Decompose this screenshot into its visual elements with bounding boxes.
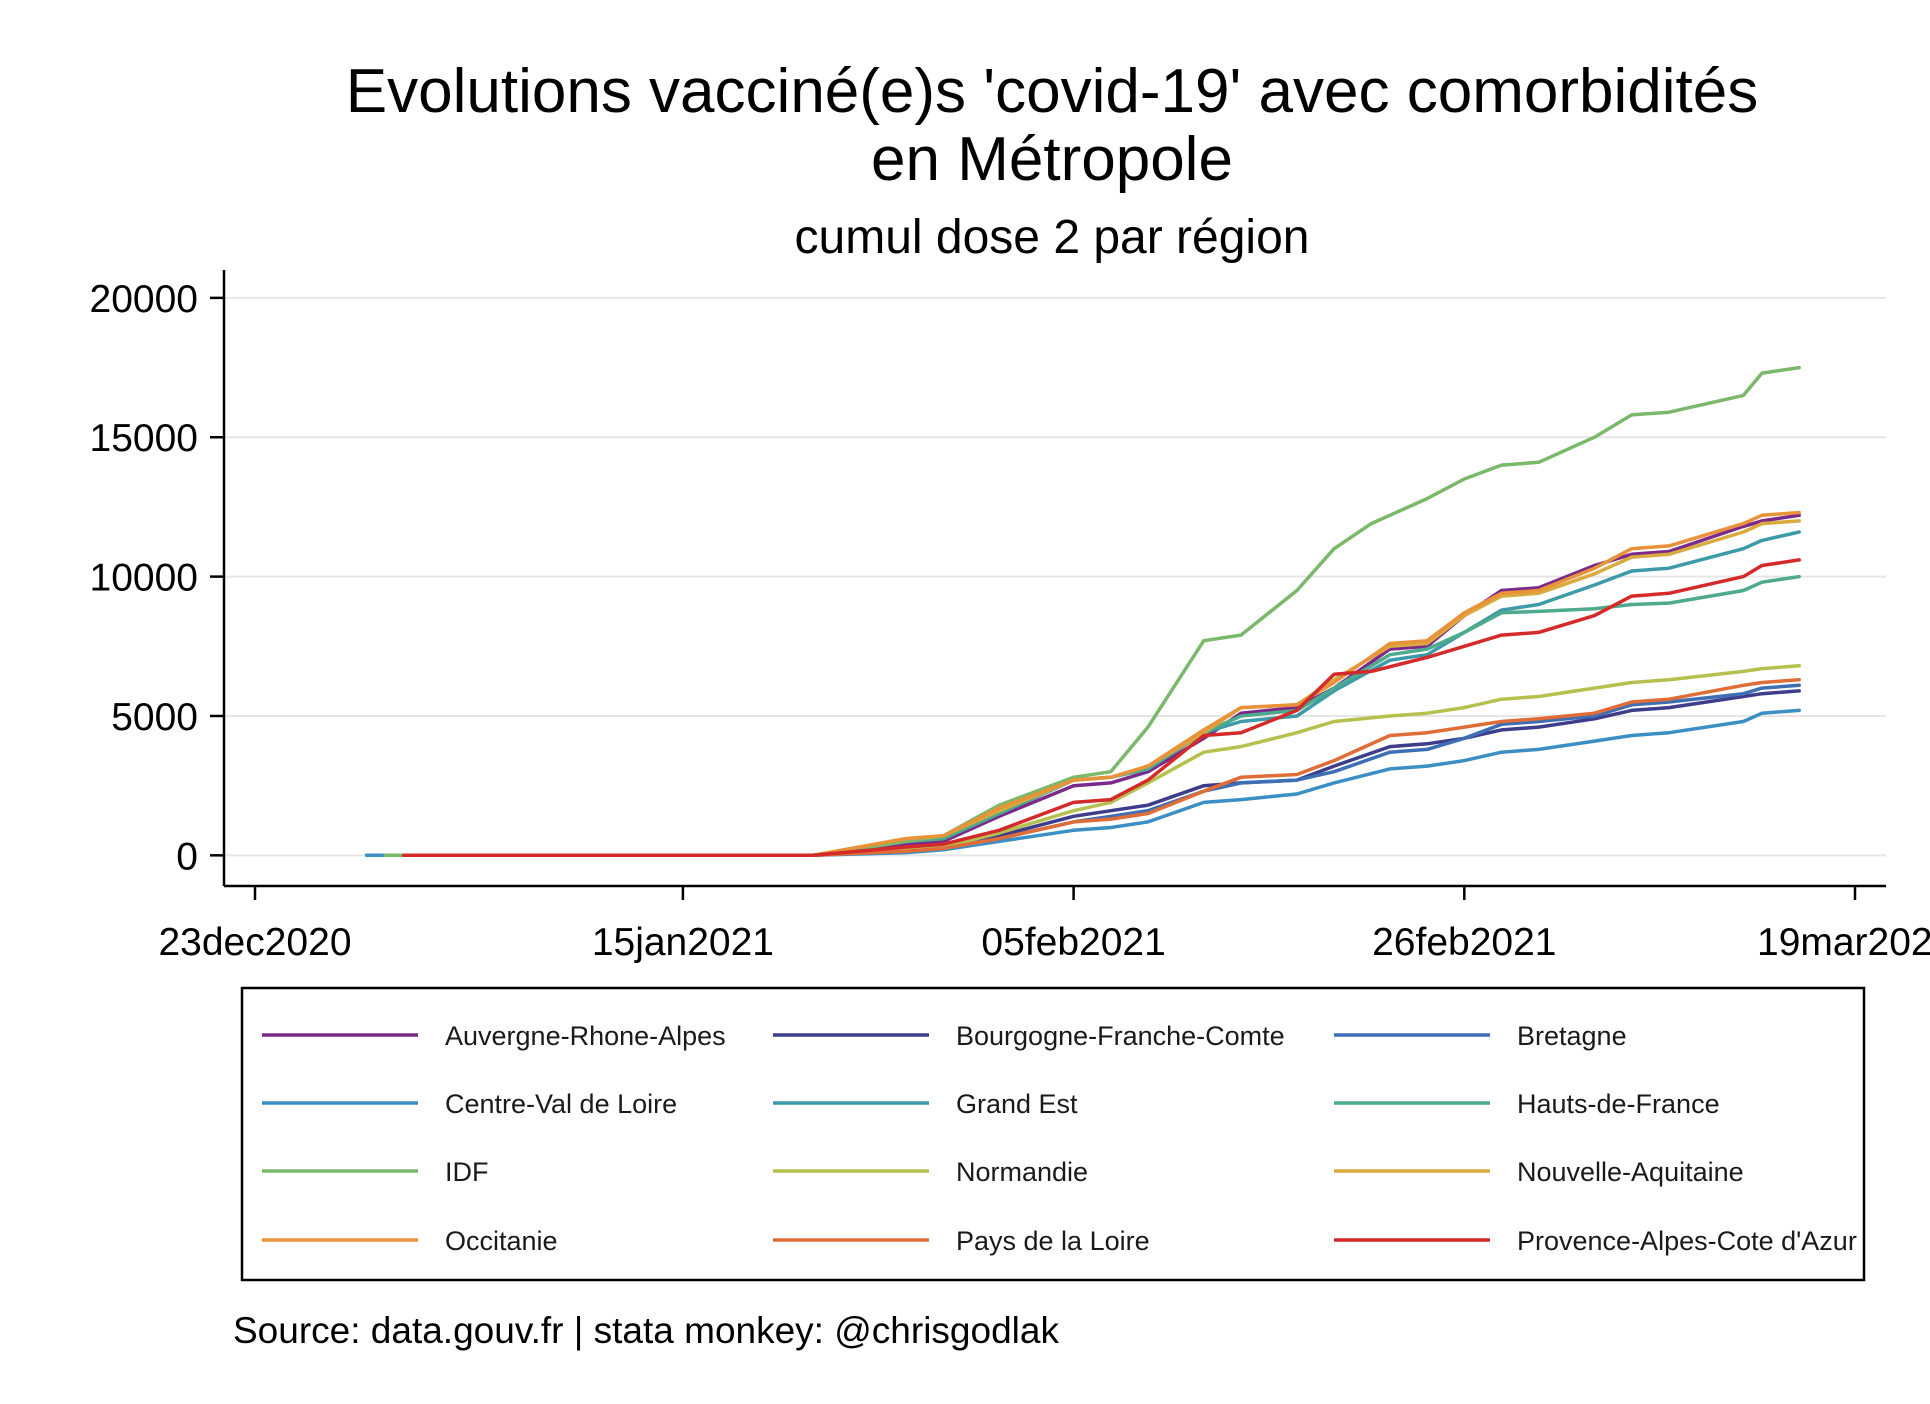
- y-tick-label: 15000: [90, 417, 198, 460]
- legend-label: Occitanie: [445, 1226, 558, 1256]
- series-line: [364, 708, 1801, 858]
- y-tick-label: 20000: [90, 278, 198, 321]
- legend-label: Bourgogne-Franche-Comte: [956, 1021, 1285, 1051]
- legend-label: Centre-Val de Loire: [445, 1089, 677, 1119]
- x-tick-label: 19mar2021: [1757, 921, 1930, 964]
- legend-label: IDF: [445, 1157, 489, 1187]
- legend-label: Provence-Alpes-Cote d'Azur: [1517, 1226, 1857, 1256]
- series-line: [383, 574, 1801, 858]
- legend-label: Auvergne-Rhone-Alpes: [445, 1021, 726, 1051]
- x-tick-label: 26feb2021: [1372, 921, 1556, 964]
- series-line: [402, 510, 1801, 858]
- chart-title-line-2: en Métropole: [871, 125, 1233, 194]
- series-line: [402, 677, 1801, 858]
- legend-label: Pays de la Loire: [956, 1226, 1150, 1256]
- y-tick-label: 5000: [111, 696, 198, 739]
- series-line: [402, 558, 1801, 858]
- legend-label: Bretagne: [1517, 1021, 1627, 1051]
- chart-subtitle: cumul dose 2 par région: [795, 211, 1310, 264]
- axes: 0 5000 10000 15000 20000 23dec2020 15jan2021 05…: [90, 270, 1930, 964]
- series-line: [402, 664, 1801, 858]
- series-line: [402, 689, 1801, 858]
- y-tick-label: 0: [176, 835, 198, 878]
- source-note: Source: data.gouv.fr | stata monkey: @ch…: [233, 1310, 1059, 1351]
- y-tick-label: 10000: [90, 557, 198, 600]
- chart-title-line-1: Evolutions vacciné(e)s 'covid-19' avec c…: [346, 57, 1758, 126]
- x-tick-label: 05feb2021: [981, 921, 1165, 964]
- legend: Auvergne-Rhone-Alpes Bourgogne-Franche-Co…: [262, 1021, 1857, 1256]
- legend-label: Grand Est: [956, 1089, 1078, 1119]
- legend-box: [240, 986, 1866, 1282]
- series-lines: [364, 365, 1801, 858]
- legend-label: Hauts-de-France: [1517, 1089, 1720, 1119]
- legend-label: Nouvelle-Aquitaine: [1517, 1157, 1744, 1187]
- x-tick-label: 15jan2021: [592, 921, 774, 964]
- legend-label: Normandie: [956, 1157, 1088, 1187]
- x-tick-label: 23dec2020: [158, 921, 351, 964]
